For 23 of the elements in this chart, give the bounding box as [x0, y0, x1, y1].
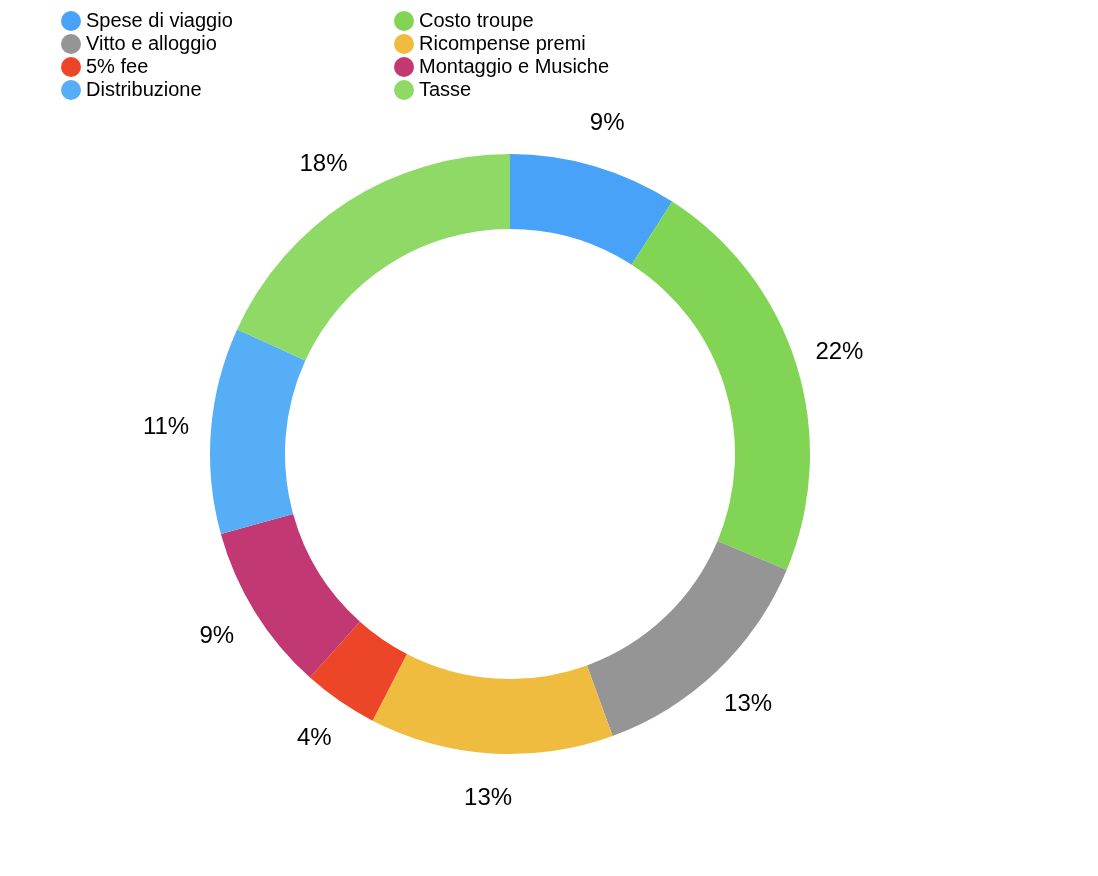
legend-label: 5% fee	[86, 55, 149, 77]
donut-slice	[586, 540, 787, 736]
legend-label: Costo troupe	[419, 9, 534, 31]
data-label: 18%	[299, 148, 348, 176]
data-label: 9%	[589, 107, 625, 135]
legend-label: Montaggio e Musiche	[419, 55, 610, 77]
donut-slice	[510, 154, 673, 265]
data-label: 4%	[297, 723, 332, 751]
legend-label: Distribuzione	[86, 78, 202, 100]
legend-label: Tasse	[419, 78, 472, 100]
legend-label: Vitto e alloggio	[86, 32, 217, 54]
donut-slice	[631, 201, 810, 570]
data-label: 13%	[464, 783, 513, 811]
data-label: 22%	[815, 336, 864, 364]
data-label: 9%	[199, 620, 235, 648]
donut-slice	[210, 329, 306, 534]
data-label: 13%	[724, 688, 773, 716]
donut-slice	[237, 154, 510, 361]
donut-slice	[309, 621, 407, 721]
donut-slice	[372, 653, 613, 754]
legend-label: Spese di viaggio	[86, 9, 233, 31]
legend-label: Ricompense premi	[419, 32, 586, 54]
data-label: 11%	[142, 411, 190, 439]
